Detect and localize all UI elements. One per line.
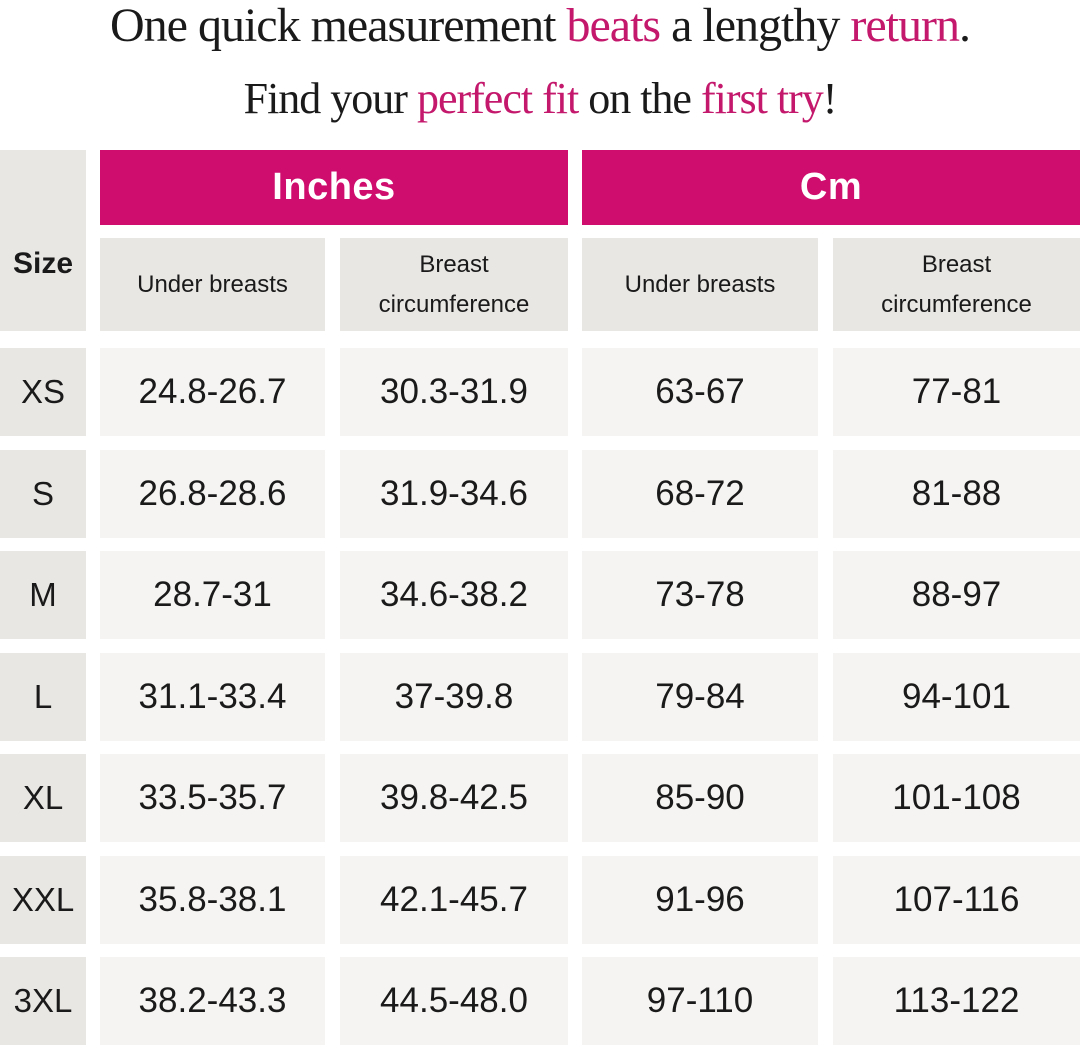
column-header-label: circumference [378, 290, 530, 318]
table-cell: 85-90 [582, 754, 818, 842]
table-cell: 38.2-43.3 [100, 957, 325, 1045]
row-label-xs: XS [0, 348, 86, 436]
table-cell: 101-108 [833, 754, 1080, 842]
row-label-m: M [0, 551, 86, 639]
table-cell: 91-96 [582, 856, 818, 944]
table-cell: 113-122 [833, 957, 1080, 1045]
column-header-label: Breast [921, 250, 992, 278]
table-cell: 68-72 [582, 450, 818, 538]
table-cell: 31.9-34.6 [340, 450, 568, 538]
column-header-breast-circumference-inches: Breast circumference [340, 238, 568, 331]
row-label-xxl: XXL [0, 856, 86, 944]
headline-line1: One quick measurement beats a lengthy re… [0, 0, 1080, 51]
size-corner-header: Size [0, 150, 86, 331]
row-label-xl: XL [0, 754, 86, 842]
table-cell: 37-39.8 [340, 653, 568, 741]
headline-accent-return: return [850, 0, 960, 52]
cm-group-header: Cm [582, 150, 1080, 225]
row-label-3xl: 3XL [0, 957, 86, 1045]
table-cell: 35.8-38.1 [100, 856, 325, 944]
table-cell: 97-110 [582, 957, 818, 1045]
table-cell: 79-84 [582, 653, 818, 741]
table-cell: 31.1-33.4 [100, 653, 325, 741]
column-header-breast-circumference-cm: Breast circumference [833, 238, 1080, 331]
headline-line2: Find your perfect fit on the first try! [0, 73, 1080, 123]
headline-text: One quick measurement [109, 0, 567, 52]
table-cell: 24.8-26.7 [100, 348, 325, 436]
table-cell: 28.7-31 [100, 551, 325, 639]
row-label-l: L [0, 653, 86, 741]
headline-accent-beats: beats [566, 0, 661, 52]
table-cell: 73-78 [582, 551, 818, 639]
headline: One quick measurement beats a lengthy re… [0, 0, 1080, 121]
column-header-label: Breast [419, 250, 489, 278]
table-cell: 63-67 [582, 348, 818, 436]
row-label-s: S [0, 450, 86, 538]
table-cell: 34.6-38.2 [340, 551, 568, 639]
headline-text: a lengthy [660, 0, 851, 52]
table-cell: 42.1-45.7 [340, 856, 568, 944]
column-header-label: Under breasts [624, 270, 776, 298]
column-header-under-breasts-cm: Under breasts [582, 238, 818, 331]
headline-text: Find your [243, 73, 417, 123]
column-header-under-breasts-inches: Under breasts [100, 238, 325, 331]
column-header-label: Under breasts [137, 270, 288, 298]
size-chart-table: Size Inches Cm Under breasts Breast circu… [0, 150, 1080, 1045]
table-cell: 26.8-28.6 [100, 450, 325, 538]
headline-text: on the [578, 73, 701, 123]
table-cell: 107-116 [833, 856, 1080, 944]
table-cell: 77-81 [833, 348, 1080, 436]
table-cell: 88-97 [833, 551, 1080, 639]
headline-accent-first-try: first try [700, 73, 824, 123]
headline-period: . [959, 0, 971, 52]
table-cell: 94-101 [833, 653, 1080, 741]
table-cell: 39.8-42.5 [340, 754, 568, 842]
headline-exclamation: ! [822, 73, 838, 123]
table-cell: 44.5-48.0 [340, 957, 568, 1045]
table-cell: 33.5-35.7 [100, 754, 325, 842]
inches-group-header: Inches [100, 150, 568, 225]
table-cell: 81-88 [833, 450, 1080, 538]
column-header-label: circumference [881, 290, 1032, 318]
table-cell: 30.3-31.9 [340, 348, 568, 436]
headline-accent-perfect-fit: perfect fit [416, 73, 579, 123]
